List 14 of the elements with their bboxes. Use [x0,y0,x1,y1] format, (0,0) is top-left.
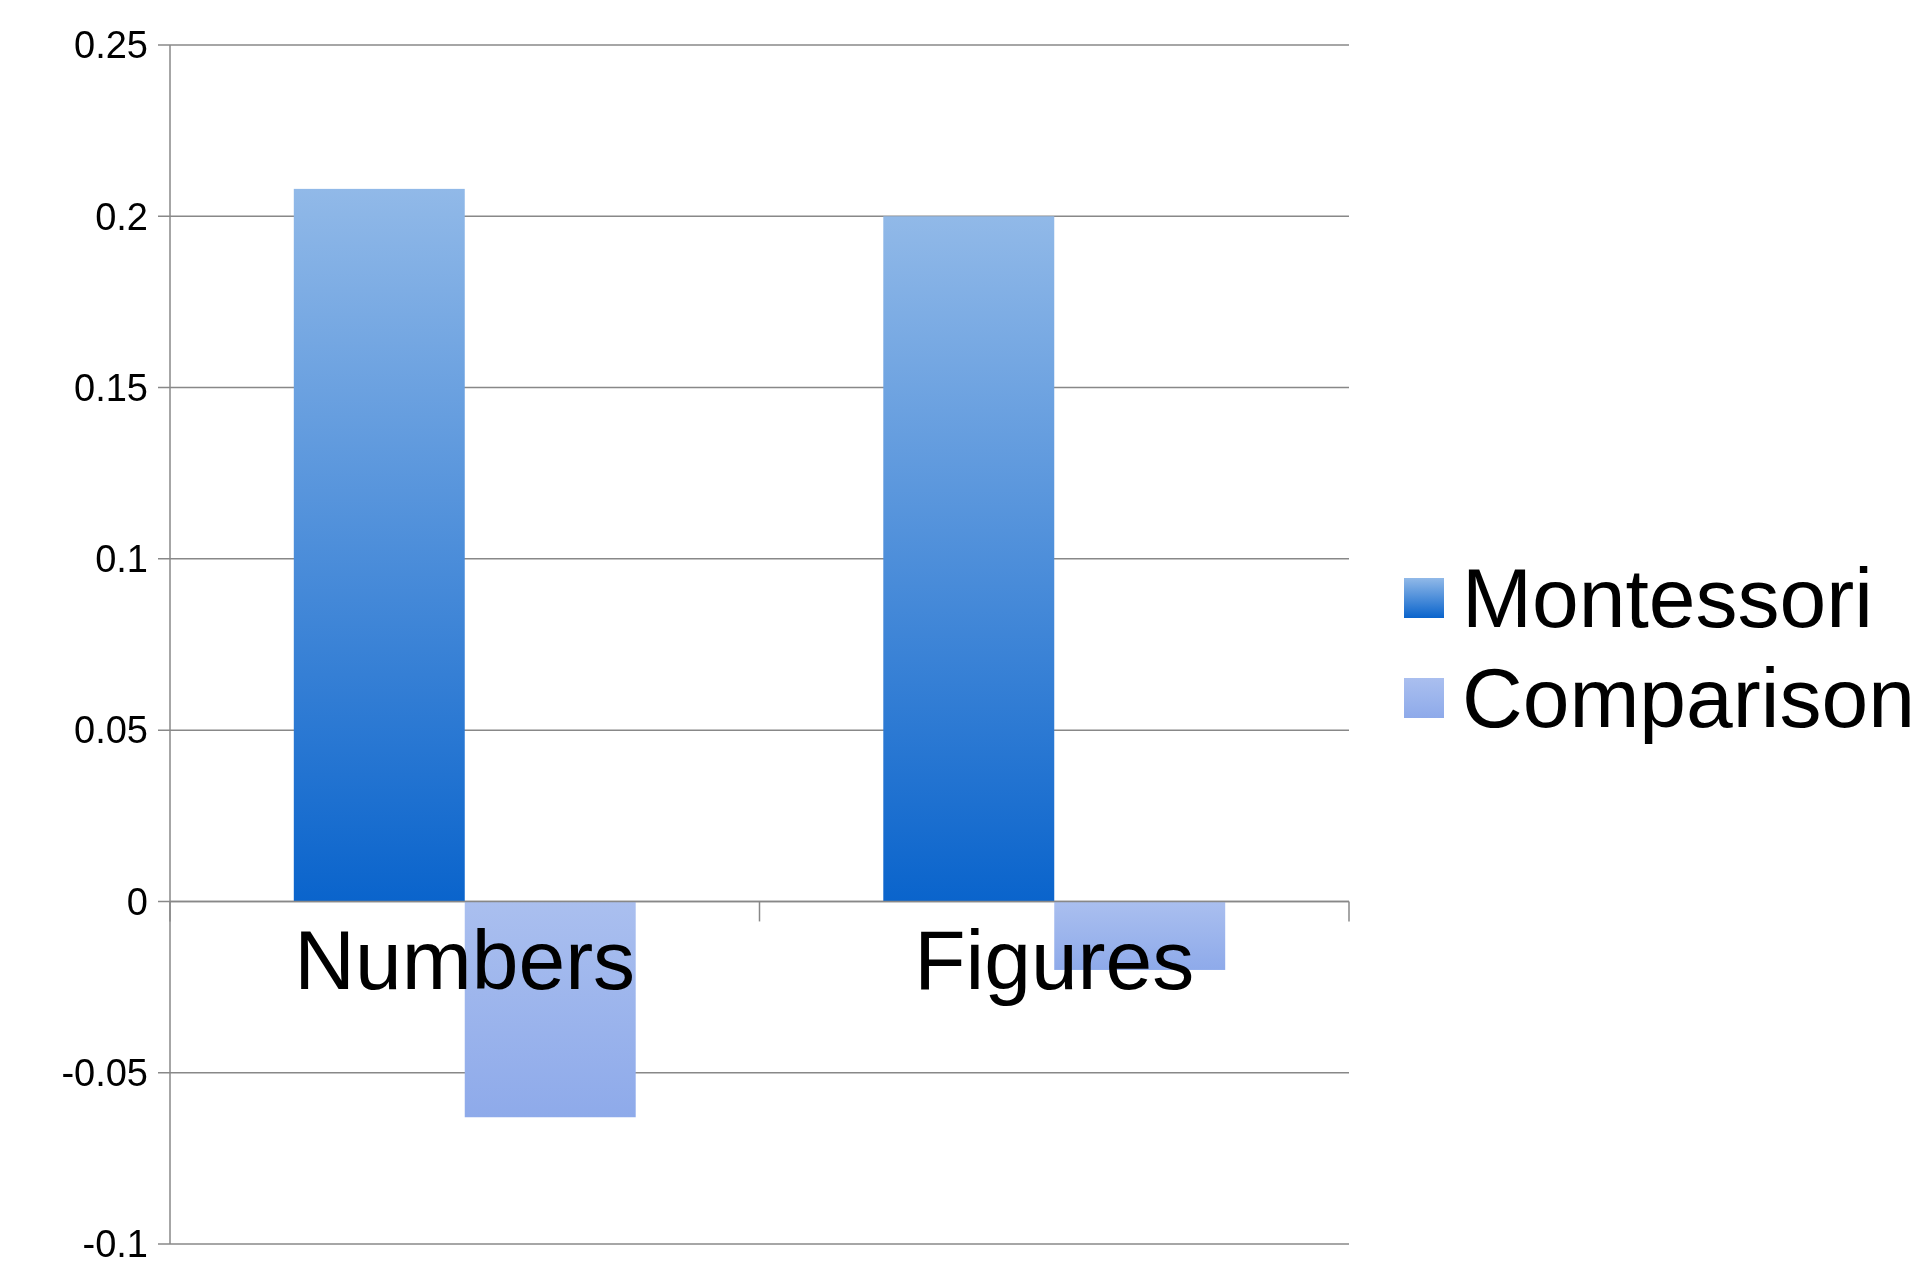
legend-label: Montessori [1462,551,1873,646]
y-tick-label: -0.05 [61,1052,148,1095]
x-tick-label: Figures [914,913,1195,1008]
y-tick-label: 0.1 [95,538,148,581]
bar [883,216,1055,902]
x-tick-label: Numbers [294,913,636,1008]
y-tick-label: 0.25 [74,24,148,67]
y-tick-label: 0.15 [74,366,148,409]
legend-label: Comparison [1462,651,1915,746]
y-tick-label: 0.2 [95,195,148,238]
y-tick-label: 0.05 [74,709,148,752]
y-tick-label: 0 [126,880,148,923]
bar [293,188,465,902]
y-tick-label: -0.1 [82,1223,148,1266]
